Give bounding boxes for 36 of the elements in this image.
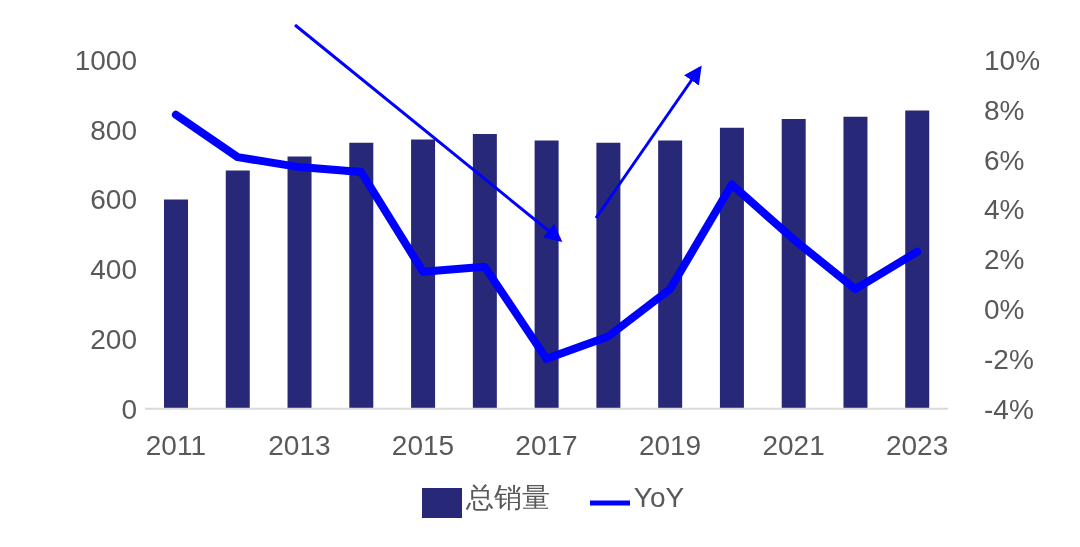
- legend-label: YoY: [633, 481, 685, 513]
- x-tick-label: 2013: [268, 429, 331, 461]
- x-tick-label: 2019: [638, 429, 702, 461]
- y2-tick-label: 6%: [984, 144, 1025, 176]
- bar: [905, 110, 930, 409]
- y2-tick-label: 4%: [984, 194, 1025, 226]
- y2-tick-label: -2%: [984, 343, 1034, 375]
- bar: [349, 142, 374, 409]
- bar: [781, 118, 806, 409]
- y2-tick-label: 8%: [984, 94, 1025, 126]
- bar: [164, 199, 188, 409]
- y-tick-label: 800: [90, 114, 137, 146]
- x-tick-label: 2021: [762, 429, 825, 461]
- y-tick-label: 600: [90, 184, 137, 216]
- y-tick-label: 0: [121, 393, 137, 425]
- y2-tick-label: -4%: [984, 393, 1034, 425]
- bar: [411, 139, 436, 409]
- legend-label: 总销量: [465, 481, 550, 513]
- y-tick-label: 400: [90, 254, 137, 286]
- bar: [225, 170, 250, 409]
- bar: [596, 142, 621, 409]
- y2-tick-label: 10%: [984, 44, 1041, 76]
- y2-tick-label: 0%: [984, 293, 1025, 325]
- x-tick-label: 2011: [145, 429, 206, 461]
- x-tick-label: 2015: [391, 429, 455, 461]
- y2-tick-label: 2%: [984, 244, 1025, 276]
- y-tick-label: 200: [90, 323, 137, 355]
- bar: [534, 140, 559, 409]
- bar: [658, 140, 683, 409]
- bar: [719, 127, 744, 409]
- x-tick-label: 2023: [885, 429, 949, 461]
- y-tick-label: 1000: [74, 44, 137, 76]
- bar: [287, 156, 312, 409]
- bar: [843, 116, 868, 409]
- x-tick-label: 2017: [515, 429, 578, 461]
- bar: [472, 133, 497, 409]
